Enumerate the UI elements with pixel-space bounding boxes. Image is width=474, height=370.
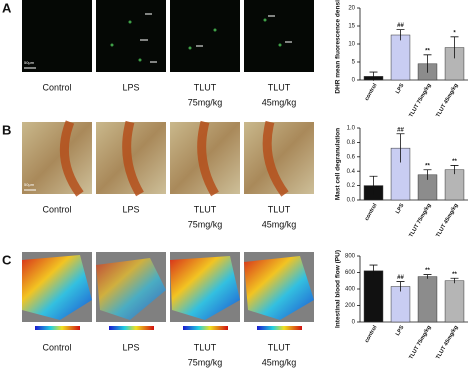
x-tick-label: LPS [395, 202, 406, 215]
x-tick-label: control [364, 202, 379, 222]
image [22, 0, 92, 72]
y-tick-label: 15 [348, 24, 355, 30]
x-tick-label: LPS [395, 324, 406, 337]
x-tick-label: control [364, 82, 379, 102]
error-bar [369, 175, 378, 195]
image-label: Control [42, 204, 71, 214]
error-bar [396, 133, 405, 163]
x-tick-label: TLUT 75mg/kg [408, 325, 432, 361]
error-bar [423, 169, 432, 180]
error-bar [423, 274, 432, 279]
laser-images [22, 252, 314, 330]
error-bar [450, 277, 459, 284]
image [22, 122, 92, 194]
y-axis-label: Intestinal blood flow (PU) [335, 250, 342, 328]
image-label: Control [42, 82, 71, 92]
error-bar [423, 54, 432, 73]
image-label: 45mg/kg [262, 97, 297, 107]
significance-label: ** [425, 48, 430, 54]
y-tick-label: 600 [345, 270, 356, 276]
image-label: TLUT [194, 82, 217, 92]
cells [110, 18, 282, 62]
tissue [59, 120, 289, 197]
bar [390, 34, 411, 81]
significance-label: ** [452, 272, 457, 278]
bar [444, 280, 465, 323]
scale-bar-label: 50μm [24, 182, 35, 187]
image-label: TLUT [268, 204, 291, 214]
error-bar [396, 29, 405, 41]
significance-label: ** [425, 268, 430, 274]
y-axis-label: Mast cell degranulation [335, 128, 342, 200]
y-axis-label: DHR mean fluorescence density [335, 0, 342, 94]
x-tick-label: LPS [395, 82, 406, 95]
y-tick-label: 0.2 [347, 183, 356, 189]
panel-letter: B [2, 122, 11, 137]
y-tick-label: 0.0 [347, 198, 356, 204]
y-tick-label: 0.8 [347, 140, 356, 146]
y-tick-label: 400 [345, 287, 356, 293]
y-tick-label: 1.0 [347, 126, 356, 132]
x-tick-label: TLUT 45mg/kg [435, 325, 459, 361]
significance-label: ## [397, 275, 404, 281]
image-label: LPS [122, 82, 139, 92]
x-tick-label: TLUT 45mg/kg [435, 203, 459, 239]
error-bar [369, 264, 378, 277]
image [244, 0, 314, 72]
x-tick-label: TLUT 75mg/kg [408, 203, 432, 239]
image [96, 0, 166, 72]
image-label: 75mg/kg [188, 219, 223, 229]
arrows [140, 13, 292, 63]
x-tick-label: TLUT 45mg/kg [435, 83, 459, 119]
micrographs [22, 0, 314, 330]
bar [444, 169, 465, 201]
y-tick-label: 0.6 [347, 154, 356, 160]
error-bar [369, 71, 378, 81]
image-label: TLUT [194, 342, 217, 352]
panel-letter: C [2, 252, 12, 267]
y-tick-label: 200 [345, 303, 356, 309]
image-label: LPS [122, 204, 139, 214]
image-label: Control [42, 342, 71, 352]
scale-bar-label: 50μm [24, 60, 35, 65]
error-bar [396, 281, 405, 292]
y-tick-label: 10 [348, 42, 355, 48]
significance-label: ## [397, 23, 404, 29]
error-bar [450, 36, 459, 59]
panel-letter: A [2, 0, 12, 15]
error-bar [450, 165, 459, 175]
significance-label: * [453, 30, 456, 36]
y-tick-label: 800 [345, 254, 356, 260]
image-label: TLUT [268, 342, 291, 352]
bar [363, 270, 384, 323]
image [170, 0, 240, 72]
significance-label: ** [425, 163, 430, 169]
y-tick-label: 20 [348, 6, 355, 12]
x-tick-label: TLUT 75mg/kg [408, 83, 432, 119]
y-tick-label: 5 [352, 60, 356, 66]
significance-label: ** [452, 159, 457, 165]
bar [417, 276, 438, 323]
x-tick-label: control [364, 324, 379, 344]
bar [390, 286, 411, 323]
y-tick-label: 0 [352, 78, 356, 84]
image-label: 45mg/kg [262, 219, 297, 229]
y-tick-label: 0.4 [347, 169, 356, 175]
image-label: 45mg/kg [262, 357, 297, 367]
image-label: TLUT [268, 82, 291, 92]
image-label: TLUT [194, 204, 217, 214]
y-tick-label: 0 [352, 320, 356, 326]
image-label: 75mg/kg [188, 357, 223, 367]
image-label: LPS [122, 342, 139, 352]
image-label: 75mg/kg [188, 97, 223, 107]
significance-label: ## [397, 127, 404, 133]
